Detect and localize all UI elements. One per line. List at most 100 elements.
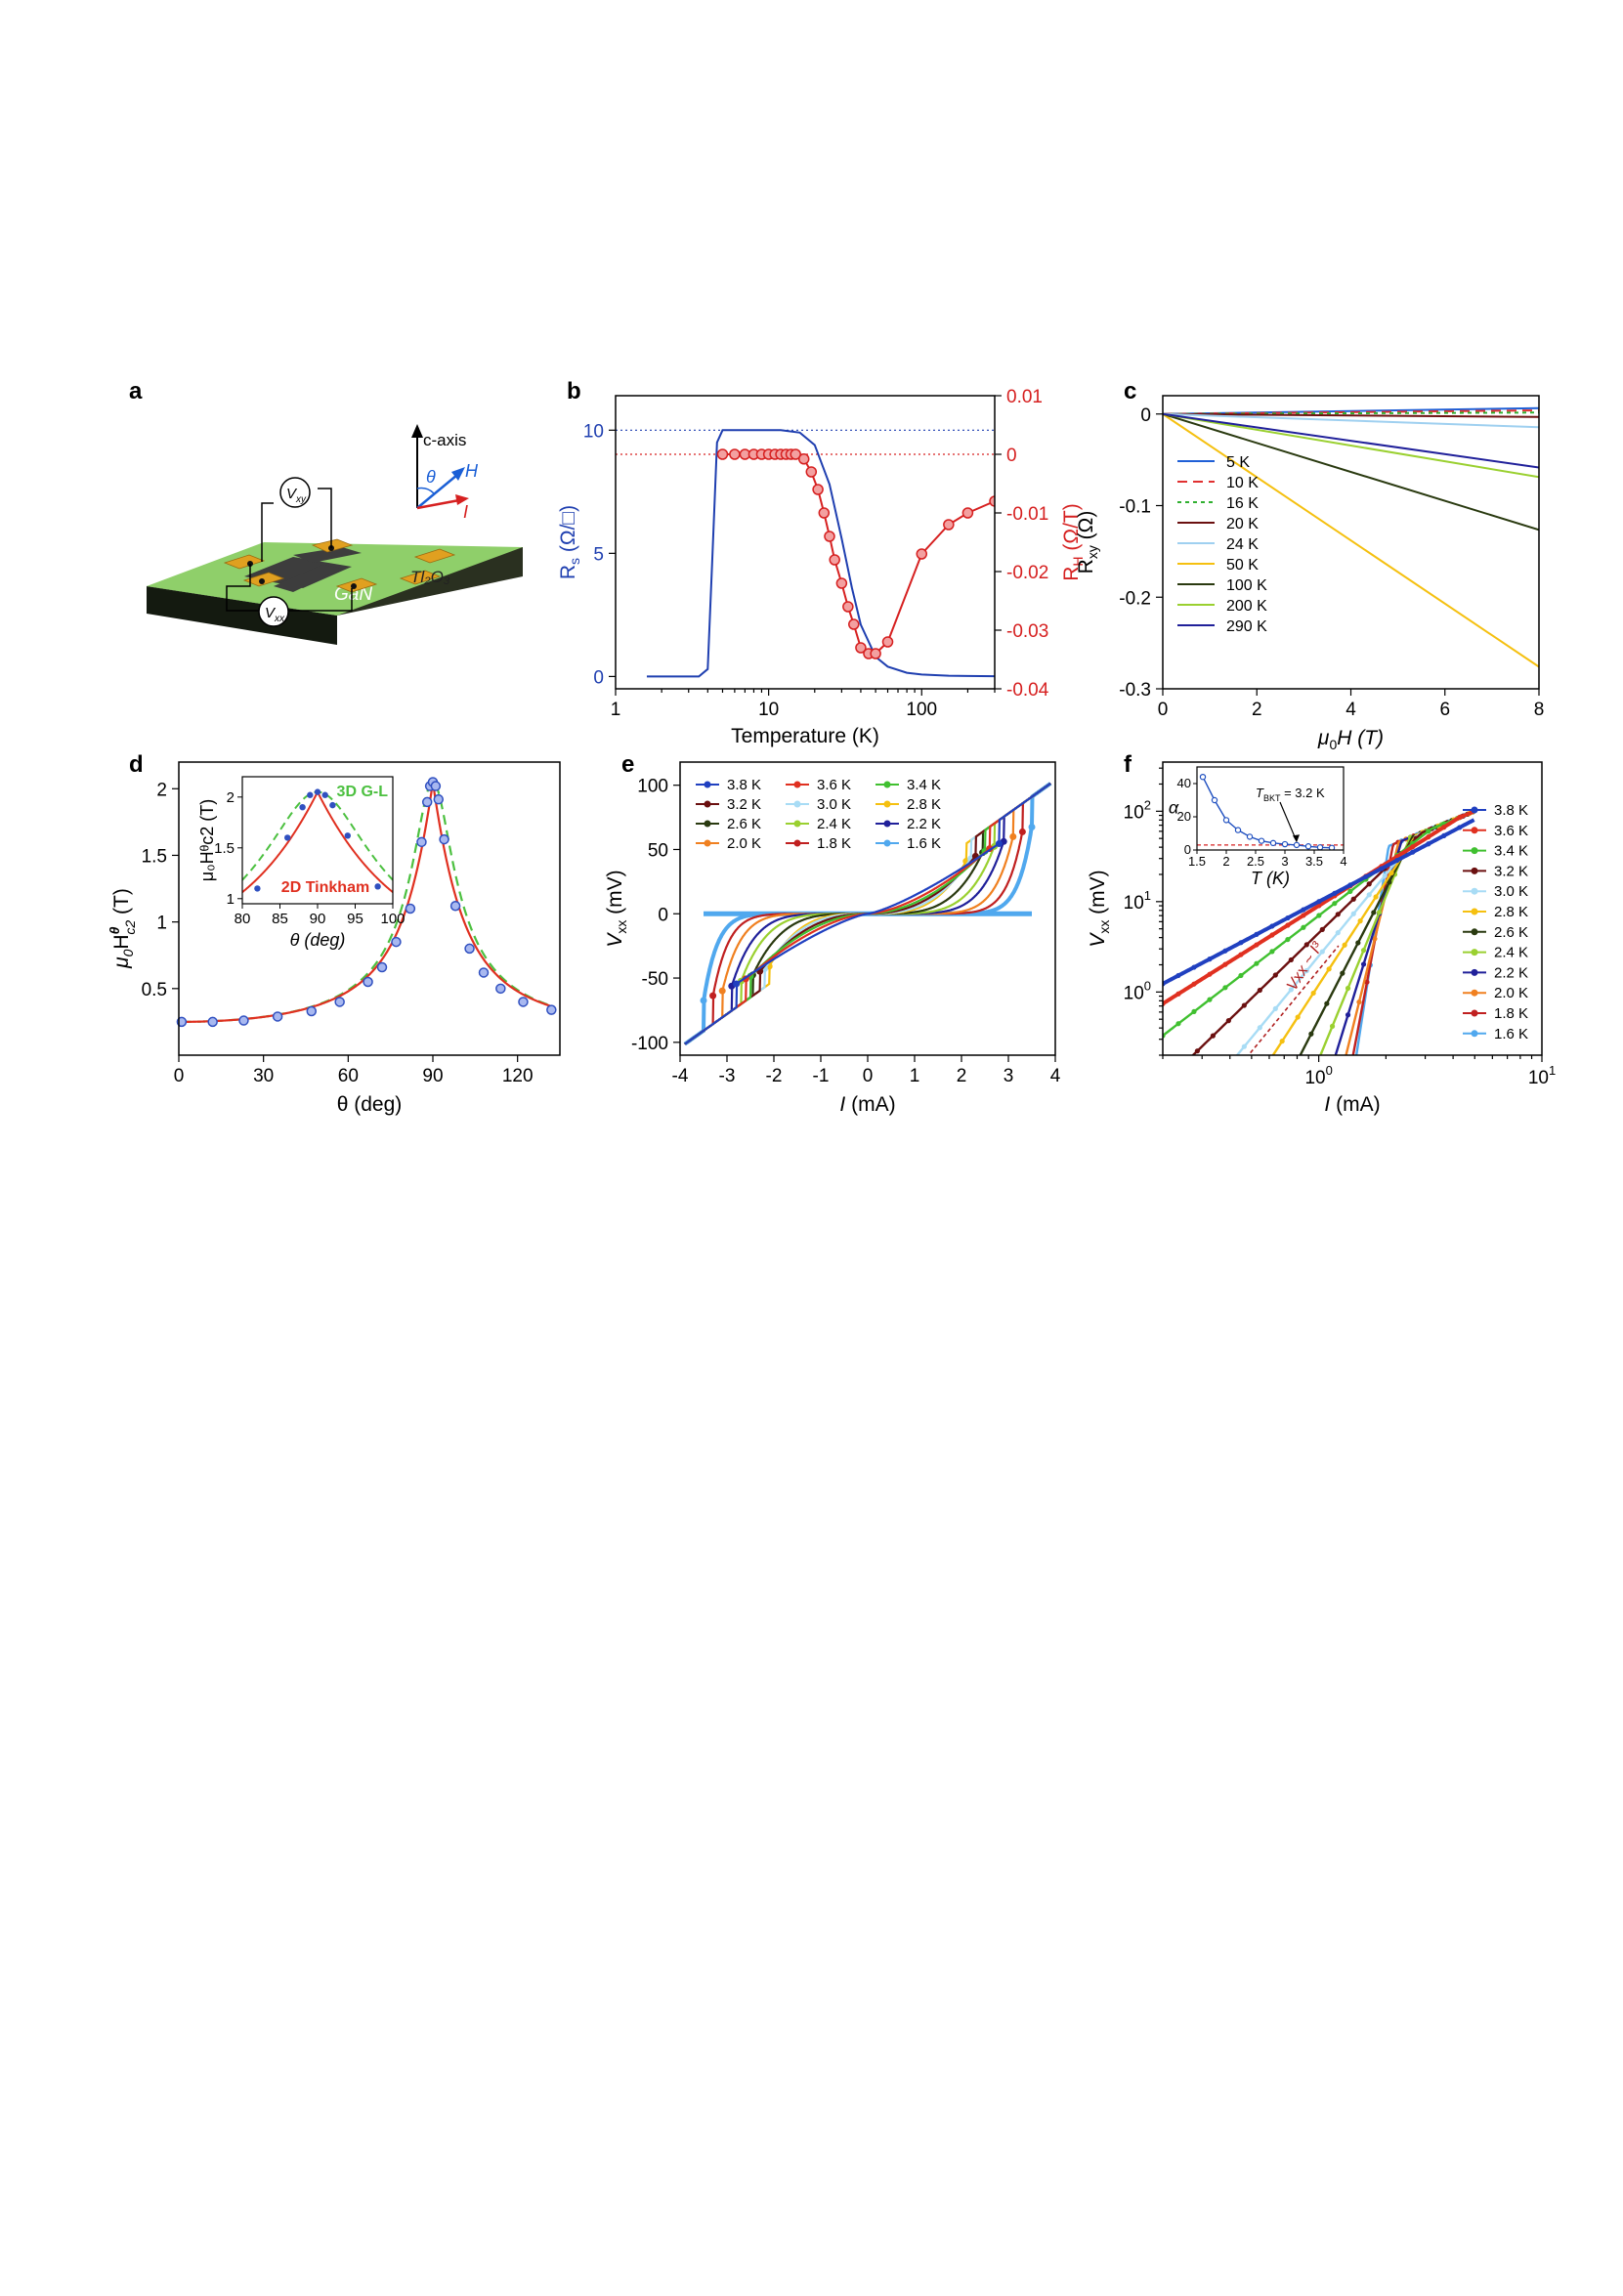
rh-marker (855, 642, 867, 654)
contact-1 (223, 554, 266, 570)
vi-log-marker (1207, 997, 1213, 1002)
vi-log-marker (1308, 1031, 1314, 1037)
y-axis-label: Vxx (mV) (1087, 870, 1112, 947)
series-line (1163, 412, 1539, 531)
y-tick-label: 2 (156, 780, 167, 800)
vi-log-marker (1288, 957, 1294, 963)
vi-log-marker (1310, 990, 1316, 997)
rh-marker (716, 448, 729, 460)
y-right-axis-label: RH (Ω/T) (1060, 503, 1086, 580)
rh-marker (881, 636, 894, 648)
y-tick-base: 10 (1124, 802, 1144, 823)
inset-x-tick-label: 80 (235, 911, 251, 927)
vi-log-marker (1207, 957, 1213, 962)
series-line (1163, 412, 1539, 429)
vi-log-marker (1222, 985, 1228, 991)
vi-log-marker (1303, 967, 1309, 974)
fit-reference-line (1247, 945, 1340, 1055)
vi-log-marker (1372, 936, 1378, 942)
vi-log-marker (1269, 949, 1275, 955)
vi-log-marker (1301, 907, 1306, 913)
vi-log-marker (1341, 1063, 1345, 1068)
x-tick-label: -4 (672, 1066, 689, 1086)
y-tick-label: -0.2 (1119, 588, 1151, 609)
legend-label: 3.4 K (1494, 843, 1528, 860)
y-right-tick-label: -0.03 (1006, 621, 1048, 642)
contact-3 (413, 548, 456, 564)
contact-5 (335, 577, 378, 593)
data-point (416, 836, 427, 848)
vi-log-marker (1254, 942, 1260, 948)
inset-alpha-marker (1293, 841, 1301, 849)
substrate-front (147, 586, 337, 645)
vi-log-marker (1316, 913, 1322, 918)
x-axis-label: μ0H (T) (1317, 727, 1384, 752)
data-point (433, 793, 445, 805)
legend-marker (793, 839, 801, 847)
legend-label: 2.4 K (817, 816, 851, 832)
y-left-axis-label: Rs (Ω/□) (557, 505, 582, 579)
vi-log-marker (1388, 870, 1394, 876)
y-left-label-sub: s (567, 558, 582, 565)
vi-log-marker (1332, 901, 1338, 907)
vi-log-marker (1257, 987, 1262, 994)
series-line (1163, 412, 1539, 418)
vi-log-marker (1426, 834, 1431, 840)
legend-marker (883, 839, 891, 847)
y-left-tick-label: 10 (583, 421, 604, 442)
legend-label: 100 K (1226, 577, 1267, 594)
iv-marker (733, 980, 741, 988)
vi-log-marker (1345, 1012, 1351, 1018)
vi-log-marker (1207, 971, 1213, 977)
vi-log-marker (1347, 882, 1353, 888)
legend-label: 2.8 K (907, 796, 941, 813)
inset-frame (1196, 766, 1345, 851)
y-label-sub: xx (614, 920, 629, 934)
inset-x-label: θ (deg) (290, 930, 346, 950)
vi-log-curve (1191, 810, 1475, 1055)
inset-y-tick-label: 0 (1184, 842, 1191, 857)
vi-log-marker (1332, 890, 1338, 896)
c-axis-label: c-axis (423, 431, 466, 449)
panel-label-c: c (1124, 378, 1136, 404)
inset-alpha-marker (1316, 844, 1324, 850)
legend-label: 5 K (1226, 454, 1250, 471)
vi-log-marker (1241, 1002, 1247, 1008)
vi-log-marker (1303, 942, 1309, 948)
legend-marker (704, 781, 711, 788)
x-axis-label: Temperature (K) (731, 725, 879, 747)
vi-log-marker (1352, 1064, 1357, 1069)
inset-x-tick-label: 1.5 (1188, 854, 1206, 869)
legend-label: 3.0 K (817, 796, 851, 813)
data-point (478, 967, 490, 978)
y-label-sub: xy (1085, 545, 1100, 559)
y-label-mu: μ (110, 957, 133, 969)
x-tick-label: 10 (758, 700, 779, 720)
y-tick-label: -0.3 (1119, 680, 1151, 701)
plot-frame (178, 761, 561, 1056)
legend-marker (1471, 1009, 1478, 1017)
inset-x-tick-label: 4 (1340, 854, 1346, 869)
vi-log-marker (1285, 922, 1291, 928)
legend-label: 2.2 K (1494, 964, 1528, 981)
vi-log-marker (1326, 966, 1332, 972)
contact-dot-4 (351, 583, 357, 589)
vi-log-marker (1254, 960, 1260, 966)
x-tick-exp: 0 (1326, 1063, 1333, 1078)
vi-log-marker (1373, 894, 1379, 900)
vi-log-marker (1269, 932, 1275, 938)
y-label-rest: (Ω) (1075, 511, 1097, 546)
y-label-rest: (mV) (604, 870, 626, 919)
vi-log-marker (1457, 825, 1463, 830)
inset-alpha-marker (1281, 840, 1289, 848)
vxx-wire-left (226, 564, 259, 612)
vi-log-marker (1356, 999, 1362, 1005)
inset-point (307, 791, 314, 798)
legend-label: 2.0 K (727, 835, 761, 852)
data-point (430, 781, 442, 791)
rh-marker (842, 601, 854, 613)
y-right-label-unit: (Ω/T) (1060, 503, 1083, 556)
series-line (1163, 412, 1539, 668)
inset-y-label: α (1169, 798, 1179, 818)
vi-log-marker (1175, 972, 1181, 979)
